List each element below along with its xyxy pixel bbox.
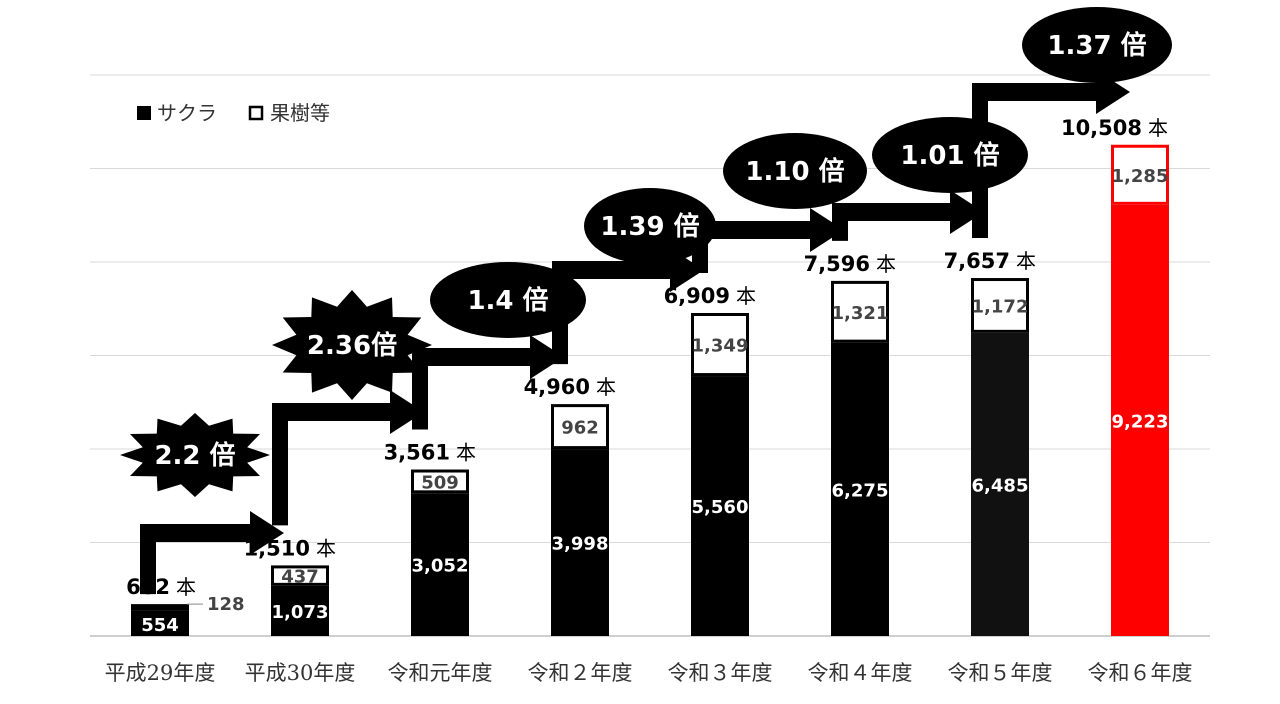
total-value-label: 7,596 (804, 252, 870, 276)
bar-fruit (691, 313, 749, 377)
growth-ratio-label: 1.39 倍 (600, 211, 699, 242)
x-tick-label: 令和元年度 (388, 661, 493, 685)
bar-sakura (971, 332, 1029, 636)
bar-fruit (971, 278, 1029, 333)
x-tick-label: 平成29年度 (105, 661, 216, 685)
bar-sakura (131, 610, 189, 636)
sakura-value-label: 3,052 (412, 556, 469, 577)
growth-arrow (552, 248, 704, 365)
growth-ratio-label: 1.4 倍 (467, 285, 548, 316)
sakura-value-label: 6,485 (972, 475, 1029, 496)
x-tick-label: 令和３年度 (668, 661, 773, 685)
growth-arrow (140, 511, 284, 595)
fruit-value-label: 1,349 (692, 336, 749, 357)
total-value-label: 7,657 (944, 249, 1010, 273)
growth-arrow (272, 390, 424, 526)
total-unit-label: 本 (876, 252, 896, 276)
total-unit-label: 本 (596, 375, 616, 399)
growth-arrow (692, 208, 844, 274)
fruit-value-label: 1,172 (972, 296, 1029, 317)
total-unit-label: 本 (456, 441, 476, 465)
growth-ratio-label: 1.10 倍 (745, 156, 844, 187)
bar-fruit (271, 565, 329, 586)
total-value-label: 4,960 (524, 375, 590, 399)
sakura-value-label: 5,560 (692, 497, 749, 518)
fruit-value-label: 128 (207, 594, 245, 615)
total-value-label: 10,508 (1061, 116, 1142, 140)
sakura-value-label: 6,275 (832, 480, 889, 501)
fruit-value-label: 1,321 (832, 303, 889, 324)
total-value-label: 3,561 (384, 441, 450, 465)
growth-ratio-label: 2.2 倍 (154, 440, 235, 471)
bar-fruit (1111, 144, 1169, 205)
bar-fruit (411, 469, 469, 494)
growth-ratio-label: 2.36倍 (307, 330, 397, 361)
sakura-value-label: 3,998 (552, 534, 609, 555)
bar-sakura (551, 449, 609, 636)
bar-sakura (411, 493, 469, 636)
total-unit-label: 本 (1148, 116, 1168, 140)
growth-arrow (972, 70, 1130, 239)
legend-label-sakura: サクラ (157, 101, 217, 125)
growth-badge-ellipse (872, 117, 1028, 193)
total-unit-label: 本 (176, 575, 196, 599)
growth-ratio-label: 1.37 倍 (1047, 30, 1146, 61)
legend-swatch-fruit (248, 105, 264, 121)
bar-sakura (831, 342, 889, 636)
growth-badge-ellipse (1022, 7, 1172, 83)
fruit-value-label: 962 (561, 418, 599, 439)
legend-swatch-sakura (137, 106, 151, 120)
growth-badge-ellipse (723, 133, 867, 209)
bar-fruit (131, 604, 189, 611)
growth-badge-starburst (272, 290, 432, 400)
x-tick-label: 平成30年度 (245, 661, 356, 685)
bar-sakura (691, 376, 749, 636)
bar-fruit (551, 404, 609, 450)
sakura-value-label: 554 (141, 615, 179, 636)
total-unit-label: 本 (1016, 249, 1036, 273)
x-tick-label: 令和５年度 (948, 661, 1053, 685)
bar-sakura (271, 585, 329, 636)
bar-fruit (831, 280, 889, 343)
fruit-value-label: 1,285 (1112, 166, 1169, 187)
growth-ratio-label: 1.01 倍 (900, 140, 999, 171)
sakura-value-label: 9,223 (1112, 411, 1169, 432)
fruit-value-label: 509 (421, 472, 459, 493)
growth-badge-starburst (120, 413, 270, 497)
x-tick-label: 令和４年度 (808, 661, 913, 685)
bar-sakura (1111, 204, 1169, 636)
growth-arrow (832, 190, 984, 241)
sakura-value-label: 1,073 (272, 602, 329, 623)
growth-badge-ellipse (430, 262, 586, 338)
x-tick-label: 令和２年度 (528, 661, 633, 685)
total-unit-label: 本 (736, 284, 756, 308)
fruit-value-label: 437 (281, 567, 319, 588)
total-unit-label: 本 (316, 536, 336, 560)
growth-arrow (412, 335, 564, 430)
x-tick-label: 令和６年度 (1088, 661, 1193, 685)
legend-label-fruit: 果樹等 (270, 101, 330, 125)
growth-badge-ellipse (584, 188, 716, 264)
